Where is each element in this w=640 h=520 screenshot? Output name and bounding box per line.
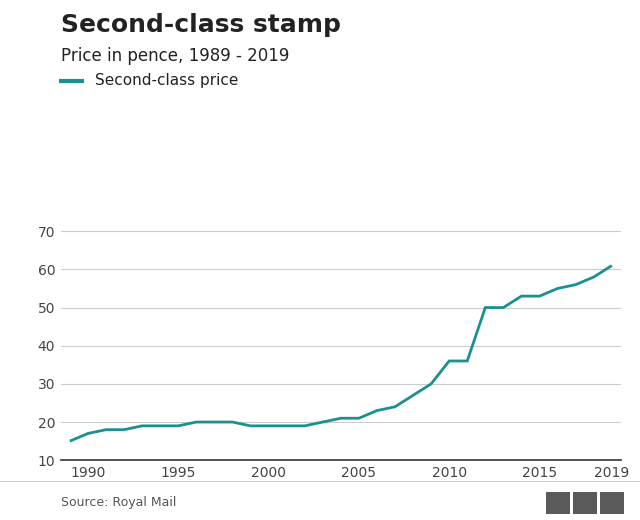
Text: B: B [580,498,589,508]
Text: Second-class price: Second-class price [95,73,238,88]
Text: Source: Royal Mail: Source: Royal Mail [61,496,176,509]
Text: C: C [608,498,616,508]
Text: Second-class stamp: Second-class stamp [61,13,340,37]
Text: B: B [554,498,563,508]
Text: Price in pence, 1989 - 2019: Price in pence, 1989 - 2019 [61,47,289,65]
